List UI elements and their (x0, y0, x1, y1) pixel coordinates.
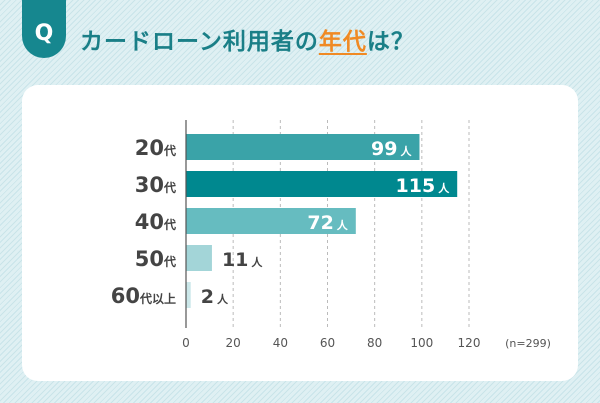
title-suffix: は？ (366, 29, 415, 55)
page-title: カードローン利用者の年代は？ (80, 22, 415, 56)
bar (186, 245, 212, 271)
bar (186, 134, 420, 160)
category-label: 60代以上 (111, 284, 176, 308)
badge-label: Q (34, 20, 54, 46)
category-label: 50代 (135, 247, 176, 271)
value-label: 99 人 (371, 138, 412, 160)
value-label: 115 人 (396, 175, 451, 197)
title-highlight: 年代 (318, 29, 367, 55)
x-tick-label: 100 (410, 336, 433, 350)
title-text: カードローン利用者の (80, 29, 319, 55)
bar (186, 171, 458, 197)
sample-size-note: (n=299) (505, 337, 551, 350)
x-tick-label: 40 (273, 336, 288, 350)
x-tick-label: 0 (182, 336, 190, 350)
category-label: 30代 (135, 173, 176, 197)
category-label: 40代 (135, 210, 176, 234)
x-tick-label: 20 (226, 336, 241, 350)
x-tick-label: 120 (458, 336, 481, 350)
category-label: 20代 (135, 136, 176, 160)
x-tick-label: 60 (320, 336, 335, 350)
question-badge: Q (22, 0, 66, 58)
value-label: 72 人 (307, 212, 348, 234)
bar (186, 282, 191, 308)
bar (186, 208, 356, 234)
value-label: 11 人 (222, 249, 263, 271)
x-tick-label: 80 (367, 336, 382, 350)
